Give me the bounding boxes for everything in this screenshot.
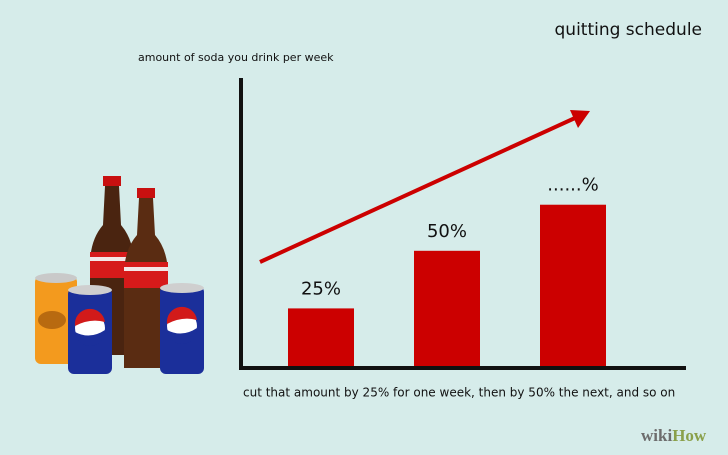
- can: [68, 285, 112, 374]
- x-axis-label: cut that amount by 25% for one week, the…: [243, 386, 675, 400]
- watermark-part: How: [672, 426, 707, 445]
- bottle: [124, 188, 168, 368]
- watermark-part: wiki: [641, 426, 672, 445]
- bar: [414, 250, 480, 366]
- data-label: 25%: [301, 278, 341, 299]
- data-label: ......%: [547, 175, 598, 196]
- trend-arrow: [259, 110, 590, 264]
- bar: [540, 204, 606, 366]
- bar: [288, 308, 354, 366]
- chart-title: quitting schedule: [555, 20, 703, 40]
- y-axis-label: amount of soda you drink per week: [138, 51, 334, 64]
- soda-illustration: [35, 176, 204, 374]
- data-label: 50%: [427, 221, 467, 242]
- watermark: wikiHow: [641, 426, 707, 445]
- can: [160, 283, 204, 374]
- can: [35, 273, 77, 364]
